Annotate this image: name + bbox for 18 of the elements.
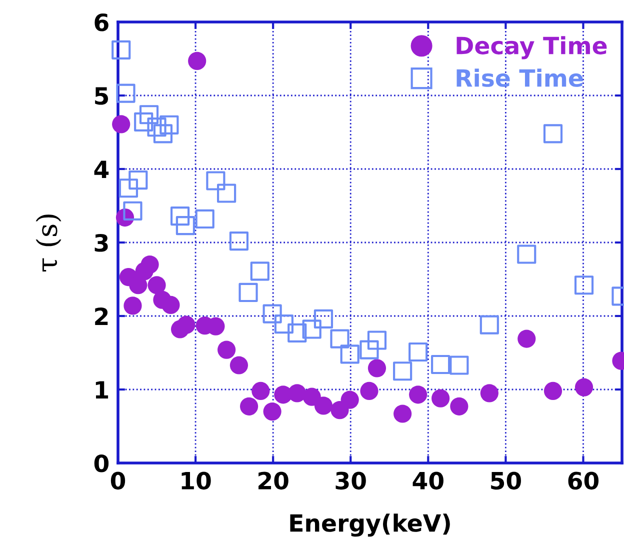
y-tick-label: 6	[94, 13, 108, 32]
y-tick-label: 5	[95, 87, 108, 105]
legend-label: Rise Time	[456, 68, 583, 87]
x-tick-label: 20	[258, 472, 288, 490]
y-tick-label: 1	[96, 381, 108, 398]
legend-label: Decay Time	[456, 36, 607, 60]
x-tick-label: 60	[568, 472, 599, 490]
x-axis-title: Energy(keV)	[290, 514, 450, 537]
x-tick-label: 0	[110, 472, 126, 490]
y-tick-label: 3	[94, 234, 108, 252]
y-tick-label: 4	[94, 160, 109, 178]
x-tick-label: 30	[336, 472, 366, 490]
x-tick-label: 40	[412, 472, 444, 490]
x-tick-label: 50	[491, 472, 521, 490]
y-tick-label: 2	[95, 307, 108, 325]
x-tick-label: 10	[182, 472, 211, 490]
y-axis-title: τ (s)	[36, 214, 62, 272]
y-tick-label: 0	[94, 454, 109, 472]
